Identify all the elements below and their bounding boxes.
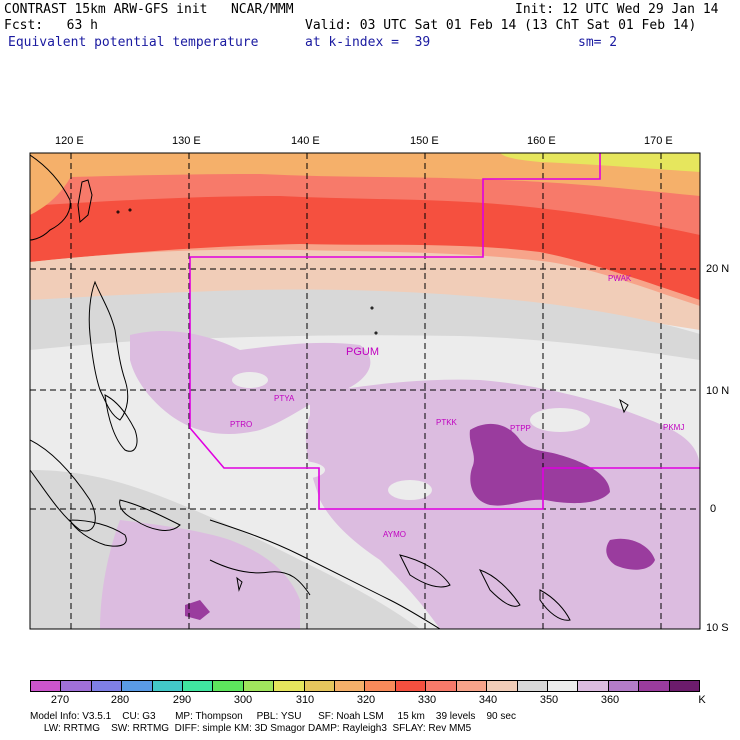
model-info-line2: LW: RRTMG SW: RRTMG DIFF: simple KM: 3D … [30,723,472,734]
colorbar-swatch [60,681,91,691]
colorbar-label-280: 280 [110,694,130,706]
lon-label-140e: 140 E [291,135,320,147]
station-ptya: PTYA [274,394,295,403]
colorbar-label-290: 290 [172,694,192,706]
colorbar-unit: K [698,694,706,706]
colorbar-swatch [577,681,608,691]
colorbar-swatch [394,681,426,691]
colorbar-swatch [364,681,395,691]
forecast-hour: Fcst: 63 h [4,18,98,33]
colorbar-swatch [455,681,487,691]
colorbar-swatch [546,681,578,691]
colorbar-swatch [425,681,456,691]
lon-label-160e: 160 E [527,135,556,147]
lat-label-10n: 10 N [706,385,730,397]
smoothing-info: sm= 2 [578,35,618,50]
station-pwak: PWAK [608,274,632,283]
colorbar-swatch [151,681,183,691]
colorbar-swatch [212,681,243,691]
lon-label-170e: 170 E [644,135,673,147]
model-title: CONTRAST 15km ARW-GFS init NCAR/MMM [4,2,294,17]
colorbar-swatch [182,681,213,691]
colorbar-label-330: 330 [417,694,437,706]
station-pkmj: PKMJ [663,423,684,432]
colorbar-swatch [273,681,304,691]
colorbar-label-310: 310 [295,694,315,706]
lon-label-120e: 120 E [55,135,84,147]
colorbar-swatch [90,681,122,691]
coastlines [30,154,629,629]
region-boundaries [189,153,700,510]
field-name: Equivalent potential temperature [8,35,259,50]
level-info: at k-index = 39 [305,35,431,50]
colorbar-swatch [516,681,547,691]
colorbar-label-320: 320 [356,694,376,706]
colorbar [30,680,700,692]
colorbar-label-270: 270 [50,694,70,706]
model-info-line1: Model Info: V3.5.1 CU: G3 MP: Thompson P… [30,711,516,722]
init-time: Init: 12 UTC Wed 29 Jan 14 [515,2,719,17]
lon-label-130e: 130 E [172,135,201,147]
colorbar-swatch [638,681,669,691]
colorbar-swatch [668,681,699,691]
colorbar-swatch [303,681,335,691]
colorbar-label-350: 350 [539,694,559,706]
lon-label-150e: 150 E [410,135,439,147]
station-pgum: PGUM [346,346,379,358]
colorbar-swatch [31,681,61,691]
lat-label-0: 0 [710,503,717,515]
colorbar-swatch [334,681,365,691]
station-ptkk: PTKK [436,418,458,427]
colorbar-label-360: 360 [600,694,620,706]
colorbar-swatch [242,681,274,691]
lat-label-20n: 20 N [706,263,730,275]
colorbar-label-300: 300 [233,694,253,706]
station-ptro: PTRO [230,420,252,429]
station-aymo: AYMO [383,530,406,539]
colorbar-label-340: 340 [478,694,498,706]
valid-time: Valid: 03 UTC Sat 01 Feb 14 (13 ChT Sat … [305,18,697,33]
colorbar-swatch [607,681,639,691]
colorbar-swatch [121,681,152,691]
station-ptpp: PTPP [510,424,531,433]
colorbar-swatch [486,681,517,691]
lat-label-10s: 10 S [706,622,729,634]
theta-e-field [30,153,700,629]
